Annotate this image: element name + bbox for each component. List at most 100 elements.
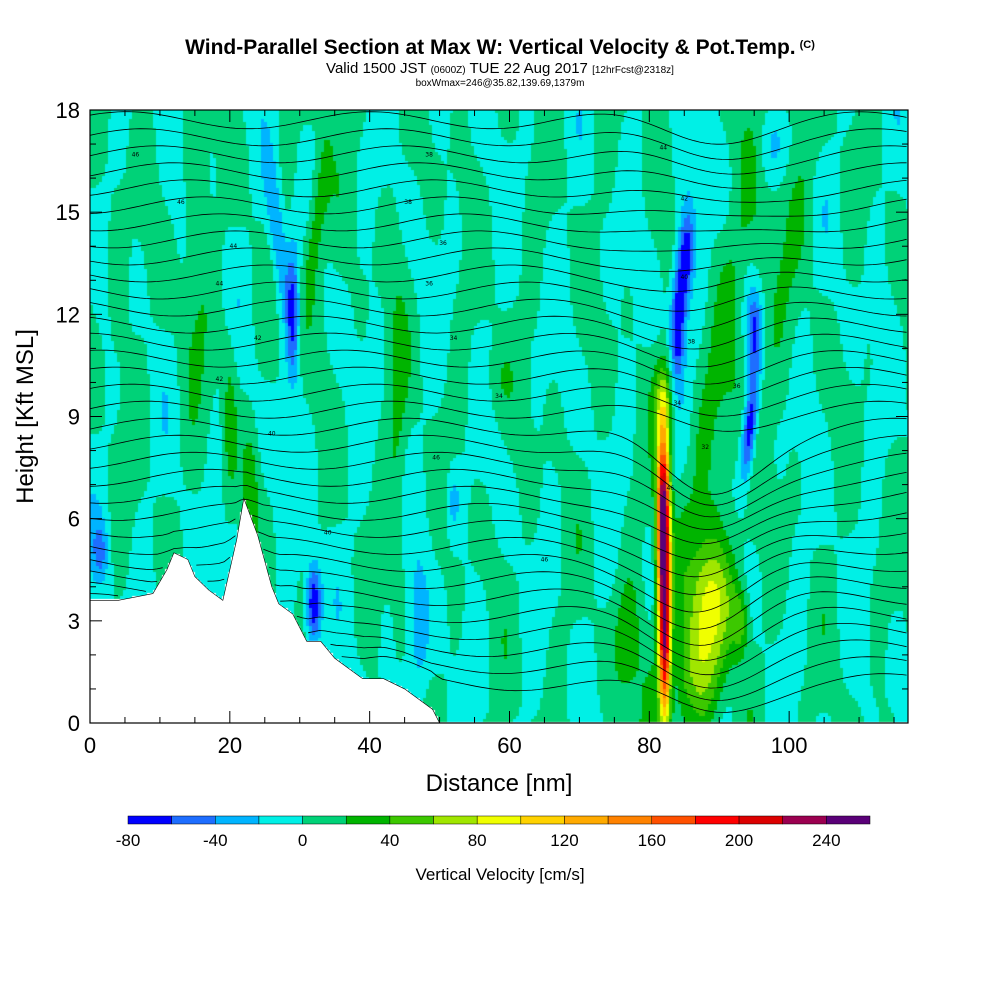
colorbar-tick-label: 120 [550,831,578,850]
colorbar-swatch [564,815,609,825]
subtitle-date: TUE 22 Aug 2017 [469,60,588,77]
theta-contour-line [89,332,907,368]
colorbar-swatch [782,815,827,825]
chart-subtitle-box: boxWmax=246@35.82,139.69,1379m [415,78,585,89]
theta-contour-label: 46 [132,151,140,158]
theta-contour-line [89,434,907,506]
theta-contour-label: 36 [425,281,433,288]
theta-contour-line [89,548,907,613]
theta-contour-line [308,630,907,689]
theta-contour-line [330,643,907,701]
colorbar-swatch [127,815,172,825]
x-tick-label: 40 [357,733,381,758]
colorbar-swatch [695,815,740,825]
theta-contour-line [89,281,907,312]
theta-contour-label: 46 [177,199,185,206]
colorbar-tick-label: 80 [468,831,487,850]
theta-contour-line [89,417,907,495]
theta-contour-label: 44 [659,144,667,151]
theta-contour-label: 32 [701,444,709,451]
theta-contour-line [89,247,907,272]
colorbar-swatch [607,815,653,825]
x-tick-label: 20 [218,733,242,758]
colorbar-tick-label: 200 [725,831,753,850]
y-tick-label: 3 [68,609,80,634]
y-axis-title: Height [Kft MSL] [12,329,39,504]
x-tick-label: 0 [84,733,96,758]
x-tick-label: 80 [637,733,661,758]
colorbar-title: Vertical Velocity [cm/s] [415,865,584,884]
theta-contour-label: 42 [680,196,688,203]
theta-contour-label: 34 [673,400,681,407]
theta-contour-line [89,383,907,417]
colorbar-tick-label: -40 [203,831,228,850]
colorbar-tick-label: 0 [298,831,307,850]
theta-contour-line [89,145,907,175]
colorbar-swatch [171,815,216,825]
theta-contour-line [89,514,907,578]
colorbar-swatch [826,815,871,825]
theta-contour-line [89,484,907,545]
axis-ticks [89,109,908,724]
theta-contour-line [89,566,907,630]
theta-contour-label: 38 [404,199,412,206]
theta-contour-label: 42 [216,376,224,383]
theta-contour-line [296,615,907,676]
theta-contour-line [89,111,907,145]
colorbar-swatch [302,815,347,825]
theta-contour-label: 46 [432,454,440,461]
y-tick-label: 15 [56,200,80,225]
x-axis-title: Distance [nm] [426,770,573,797]
theta-contour-label: 40 [268,431,276,438]
subtitle-utc: (0600Z) [430,65,466,76]
theta-contour-line [89,315,907,350]
theta-contour-label: 36 [439,240,447,247]
chart-title-text: Wind-Parallel Section at Max W: Vertical… [185,36,796,59]
theta-contour-label: 40 [680,274,688,281]
theta-contour-label: 40 [324,529,332,536]
theta-contour-label: 44 [216,281,224,288]
copyright-mark: (C) [799,39,815,51]
theta-contour-label: 42 [254,335,262,342]
theta-contour-label: 34 [450,335,458,342]
y-tick-label: 0 [68,711,80,736]
colorbar-swatch [433,815,478,825]
theta-contour-line [89,593,907,662]
colorbar-swatch [651,815,696,825]
subtitle-valid-time: Valid 1500 JST [326,60,427,77]
theta-contour-line [89,400,907,432]
theta-contour-line [89,468,907,530]
colorbar-tick-label: 240 [812,831,840,850]
x-tick-label: 60 [497,733,521,758]
theta-contour-line [89,162,907,189]
theta-contour-label: 36 [733,383,741,390]
y-tick-label: 12 [56,302,80,327]
theta-contour-line [89,230,907,252]
terrain-profile [89,497,441,724]
theta-contour-line [89,196,907,217]
colorbar-swatch [258,815,303,825]
colorbar-tick-label: 40 [380,831,399,850]
theta-contour-line [341,656,907,713]
theta-contour-line [89,298,907,331]
theta-contour-line [89,213,907,233]
chart-subtitle: Valid 1500 JST (0600Z) TUE 22 Aug 2017 [… [0,60,1000,77]
theta-contours [89,111,907,713]
theta-contour-label: 46 [666,485,674,492]
colorbar-tick-label: 160 [638,831,666,850]
y-tick-label: 6 [68,507,80,532]
theta-contour-line [89,366,907,401]
theta-contour-label: 44 [230,243,238,250]
colorbar-swatch [520,815,565,825]
x-tick-label: 100 [771,733,808,758]
chart-title: Wind-Parallel Section at Max W: Vertical… [0,36,1000,60]
colorbar-swatch [389,815,434,825]
colorbar-swatch [476,815,522,825]
theta-contour-line [89,581,907,646]
theta-contour-line [89,179,907,203]
theta-contour-line [89,349,907,385]
theta-contour-line [89,498,907,561]
theta-contour-line [89,128,907,160]
y-tick-label: 9 [68,405,80,430]
